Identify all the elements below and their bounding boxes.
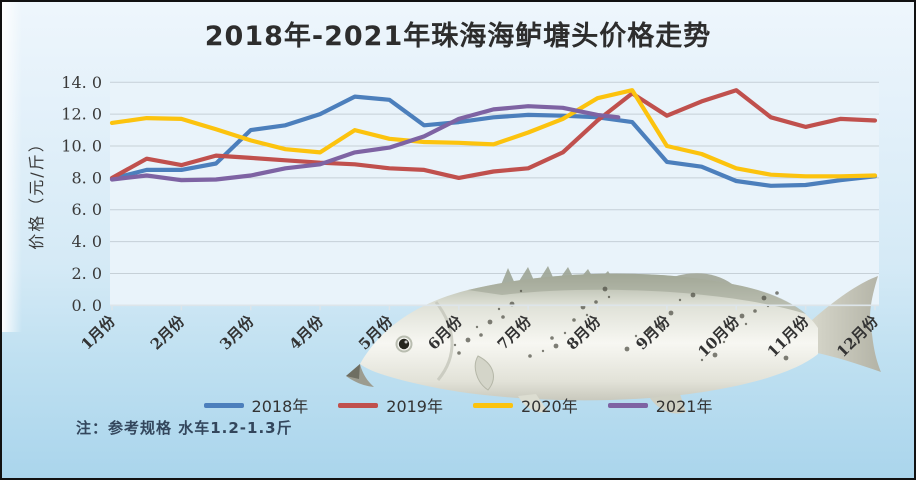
fish-spot xyxy=(660,324,664,328)
fish-spot xyxy=(528,354,532,358)
fish-spot xyxy=(722,340,726,344)
x-tick-label: 4月份 xyxy=(286,311,328,353)
fish-spot xyxy=(700,358,704,362)
x-tick-label: 1月份 xyxy=(78,311,120,353)
y-tick-label: 8. 0 xyxy=(71,168,102,187)
fish-spot xyxy=(709,345,713,349)
fish-spot xyxy=(634,334,638,338)
axis-layer xyxy=(110,304,879,311)
y-tick-label: 4. 0 xyxy=(71,232,102,251)
series-line-2021年 xyxy=(109,104,621,183)
fish-spot xyxy=(497,307,501,311)
fish-spot xyxy=(487,319,493,325)
fish-spot xyxy=(585,313,589,317)
fish-spot xyxy=(594,300,598,304)
fish-spot xyxy=(646,328,652,334)
fish-spots xyxy=(453,286,789,362)
fish-spot xyxy=(553,343,559,349)
fish-spot xyxy=(550,336,554,340)
y-tick-label: 14. 0 xyxy=(61,73,102,92)
fish-eye xyxy=(398,338,410,350)
y-axis-title: 价格（元/斤） xyxy=(27,134,46,249)
y-tick-label: 0. 0 xyxy=(71,296,102,315)
fish-spot xyxy=(678,298,682,302)
fish-eye-highlight xyxy=(404,340,408,344)
fish-spot xyxy=(479,333,483,337)
fish-eye-ring xyxy=(395,335,413,353)
grid-layer xyxy=(110,81,879,306)
fish-spot xyxy=(475,325,479,329)
y-tick-label: 12. 0 xyxy=(61,105,102,124)
x-tick-label: 2月份 xyxy=(147,311,189,353)
y-tick-label: 10. 0 xyxy=(61,137,102,156)
fish-spot xyxy=(739,313,745,319)
fish-spot xyxy=(783,355,789,361)
fish-anal-fin xyxy=(650,394,686,414)
fish-spot xyxy=(519,289,523,293)
series-line-2020年 xyxy=(109,88,878,179)
fish-spot xyxy=(731,327,735,331)
fish-gill-line xyxy=(434,301,454,381)
fish-spot xyxy=(775,291,779,295)
fish-spot xyxy=(563,331,567,335)
fish-back-shade xyxy=(468,273,806,314)
fish-spot xyxy=(541,349,545,353)
fish-mouth-opening xyxy=(346,364,360,379)
x-tick-label: 3月份 xyxy=(216,311,258,353)
fish-pectoral-fin xyxy=(474,355,494,391)
y-tick-label: 2. 0 xyxy=(71,264,102,283)
fish-spot xyxy=(668,310,674,316)
chart-note: 注：参考规格 水车1.2-1.3斤 xyxy=(76,419,293,437)
fish-spot xyxy=(457,351,461,355)
fish-spot xyxy=(656,316,660,320)
fish-spot xyxy=(501,315,505,319)
y-tick-label: 6. 0 xyxy=(71,200,102,219)
fish-spot xyxy=(761,295,767,301)
fish-spot xyxy=(453,343,457,347)
fish-spot xyxy=(638,342,642,346)
fish-spot xyxy=(753,309,757,313)
fish-spot xyxy=(572,318,576,322)
fish-mouth xyxy=(346,364,374,387)
series-line-2018年 xyxy=(109,94,878,188)
plot-area xyxy=(110,81,879,306)
fish-spot xyxy=(690,292,696,298)
fish-spot xyxy=(602,286,608,292)
fish-spot xyxy=(624,346,630,352)
fish-spot xyxy=(465,337,471,343)
fish-spot xyxy=(744,322,748,326)
fish-spot xyxy=(712,352,718,358)
fish-spot xyxy=(607,295,611,299)
fish-tail-fin xyxy=(812,276,881,372)
series-layer xyxy=(109,88,878,188)
chart-title: 2018年-2021年珠海海鲈塘头价格走势 xyxy=(204,21,712,52)
fish-pelvic-fin xyxy=(518,394,548,413)
series-line-2019年 xyxy=(109,88,878,180)
